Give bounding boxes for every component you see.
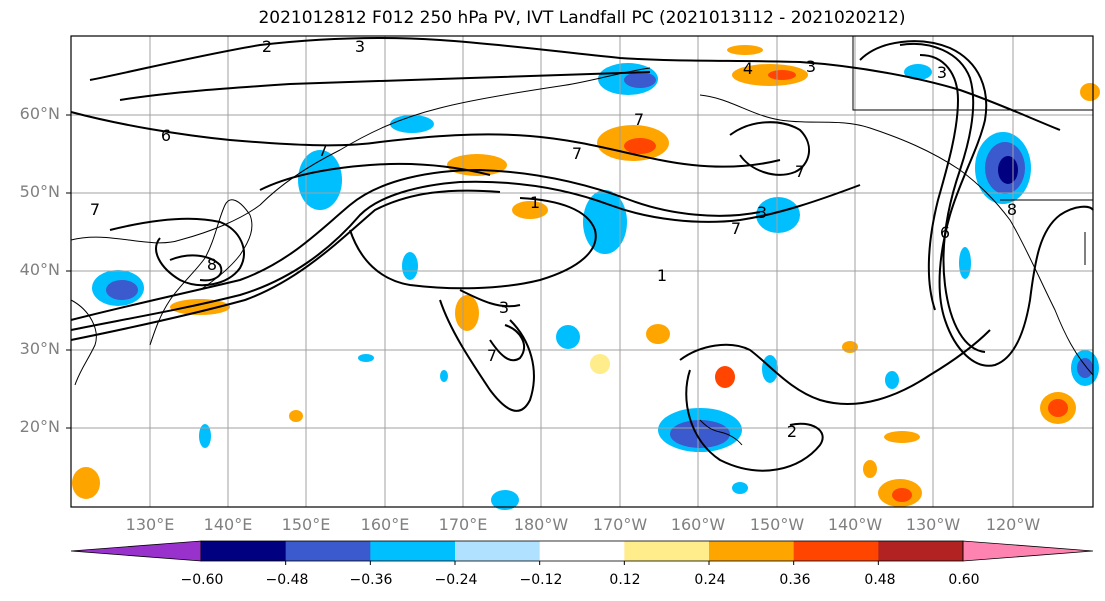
colorbar-tick-label: −0.24 bbox=[434, 572, 478, 588]
colorbar-tick-label: −0.12 bbox=[519, 572, 563, 588]
lon-label-150w: 150°W bbox=[749, 515, 805, 534]
colorbar-segment bbox=[201, 541, 287, 561]
lon-label-170e: 170°E bbox=[438, 515, 488, 534]
contour-label: 7 bbox=[795, 162, 805, 181]
lon-label-170w: 170°W bbox=[592, 515, 648, 534]
colorbar-tick-label: 0.48 bbox=[864, 572, 896, 588]
colorbar-segment bbox=[624, 541, 710, 561]
lat-label-20n: 20°N bbox=[19, 417, 60, 436]
lon-label-120w: 120°W bbox=[985, 515, 1041, 534]
lon-label-130w: 130°W bbox=[905, 515, 961, 534]
lat-label-40n: 40°N bbox=[19, 260, 60, 279]
lon-label-140e: 140°E bbox=[203, 515, 253, 534]
colorbar-segment bbox=[370, 541, 456, 561]
lat-label-30n: 30°N bbox=[19, 339, 60, 358]
contour-label: 4 bbox=[743, 59, 753, 78]
colorbar-tick-label: 0.12 bbox=[609, 572, 641, 588]
colorbar-tick-label: 0.24 bbox=[694, 572, 726, 588]
colorbar bbox=[70, 540, 1094, 565]
contour-label: 7 bbox=[731, 219, 741, 238]
lat-label-50n: 50°N bbox=[19, 182, 60, 201]
contour-label: 7 bbox=[572, 144, 582, 163]
colorbar-segment bbox=[539, 541, 625, 561]
map-title: 2021012812 F012 250 hPa PV, IVT Landfall… bbox=[258, 8, 906, 28]
colorbar-tick-label: −0.36 bbox=[349, 572, 393, 588]
pv-anomaly-fills bbox=[72, 45, 1100, 510]
colorbar-extend-max bbox=[962, 540, 1094, 562]
lon-label-160e: 160°E bbox=[360, 515, 410, 534]
contour-label: 7 bbox=[318, 141, 328, 160]
map-ticks bbox=[66, 114, 71, 429]
colorbar-segment bbox=[285, 541, 371, 561]
contour-label: 1 bbox=[657, 266, 667, 285]
contour-label: 1 bbox=[530, 193, 540, 212]
colorbar-extend-min bbox=[70, 540, 202, 562]
contour-label: 7 bbox=[634, 110, 644, 129]
colorbar-tick-label: −0.48 bbox=[265, 572, 309, 588]
contour-label: 7 bbox=[90, 200, 100, 219]
contour-label: 7 bbox=[487, 346, 497, 365]
contour-label: 6 bbox=[940, 223, 950, 242]
contour-label: 3 bbox=[806, 57, 816, 76]
contour-label: 8 bbox=[207, 255, 217, 274]
colorbar-frame bbox=[200, 540, 964, 562]
graticule bbox=[71, 36, 1093, 507]
contour-label: 2 bbox=[787, 422, 797, 441]
contour-label: 3 bbox=[757, 203, 767, 222]
colorbar-tick-label: 0.36 bbox=[779, 572, 811, 588]
colorbar-segment bbox=[455, 541, 541, 561]
lon-label-130e: 130°E bbox=[125, 515, 175, 534]
lon-label-160w: 160°W bbox=[670, 515, 726, 534]
contour-label: 3 bbox=[355, 37, 365, 56]
colorbar-tick-label: −0.60 bbox=[180, 572, 224, 588]
colorbar-tick-label: 0.60 bbox=[948, 572, 980, 588]
lon-label-140w: 140°W bbox=[827, 515, 883, 534]
lon-label-180w: 180°W bbox=[513, 515, 569, 534]
contour-labels: 2 3 4 3 6 7 7 7 7 8 7 3 7 3 1 1 3 7 6 8 … bbox=[90, 37, 1017, 441]
contour-label: 2 bbox=[262, 37, 272, 56]
contour-label: 3 bbox=[937, 63, 947, 82]
ivt-contours bbox=[70, 36, 1094, 472]
contour-label: 3 bbox=[499, 298, 509, 317]
contour-label: 6 bbox=[161, 126, 171, 145]
lon-label-150e: 150°E bbox=[281, 515, 331, 534]
colorbar-segment bbox=[793, 541, 879, 561]
lat-label-60n: 60°N bbox=[19, 104, 60, 123]
map-panel: 2 3 4 3 6 7 7 7 7 8 7 3 7 3 1 1 3 7 6 8 … bbox=[70, 35, 1100, 510]
colorbar-segment bbox=[709, 541, 795, 561]
contour-label: 8 bbox=[1007, 200, 1017, 219]
colorbar-segment bbox=[878, 541, 964, 561]
